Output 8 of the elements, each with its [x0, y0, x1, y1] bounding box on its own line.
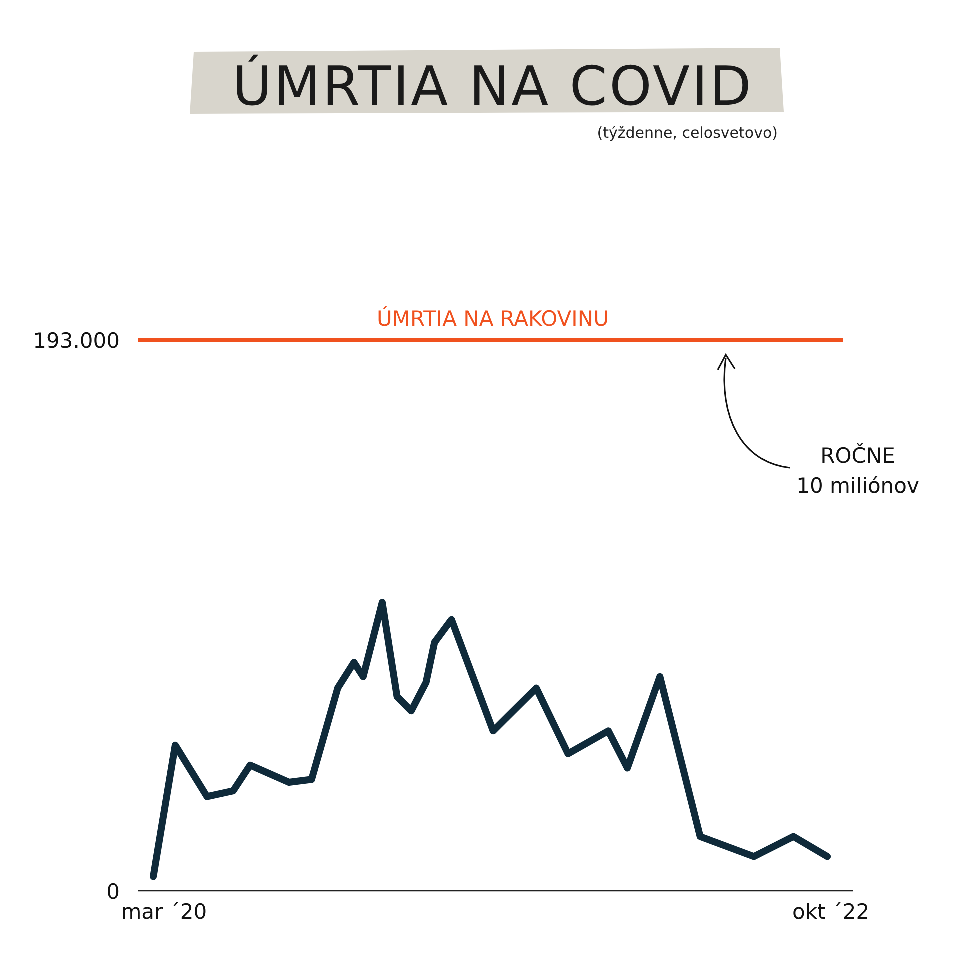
annotation: ROČNE 10 miliónov	[796, 443, 920, 498]
x-tick-label: mar ´20	[121, 900, 208, 924]
chart-title: ÚMRTIA NA COVID	[232, 54, 754, 118]
y-tick-label: 193.000	[33, 329, 120, 353]
chart-subtitle: (týždenne, celosvetovo)	[597, 124, 778, 142]
x-tick-label: okt ´22	[792, 900, 870, 924]
ref-line-label: ÚMRTIA NA RAKOVINU	[377, 306, 609, 331]
y-tick-label: 0	[106, 880, 120, 904]
